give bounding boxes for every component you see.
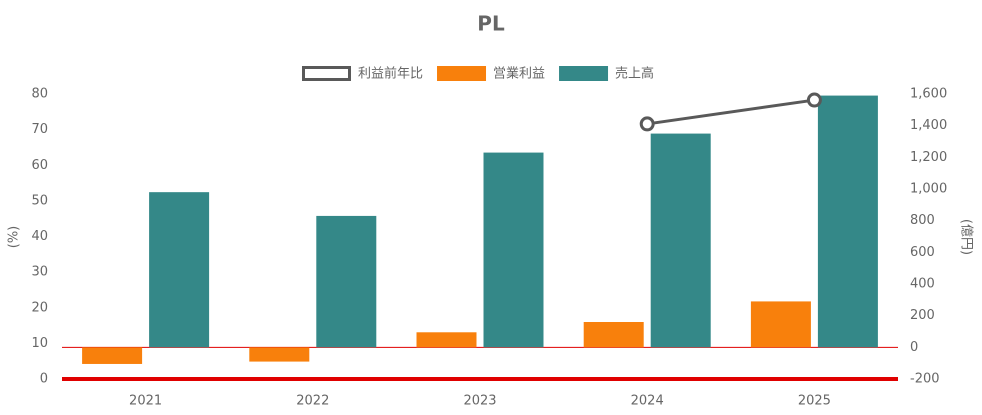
y2-tick-label: 1,200: [910, 150, 947, 165]
y2-tick-label: 0: [910, 340, 918, 355]
bar: [416, 332, 477, 348]
bar: [249, 347, 310, 362]
bar: [149, 192, 210, 348]
line-point: [639, 116, 655, 132]
line-point: [806, 92, 822, 108]
x-tick-label: 2021: [129, 394, 162, 409]
chart-title: PL: [477, 12, 505, 36]
y2-tick-label: -200: [910, 372, 940, 387]
y-tick-label: 60: [31, 158, 48, 173]
legend-label: 利益前年比: [358, 66, 423, 82]
y-tick-label: 10: [31, 336, 48, 351]
y2-tick-label: 400: [910, 277, 935, 292]
y2-tick-label: 200: [910, 308, 935, 323]
bar: [316, 215, 377, 348]
y-axis-label: (%): [7, 226, 22, 249]
x-tick-label: 2023: [463, 394, 496, 409]
y2-tick-label: 800: [910, 213, 935, 228]
line: [646, 98, 815, 126]
y2-tick-label: 1,000: [910, 182, 947, 197]
bar: [583, 322, 644, 348]
y-tick-label: 0: [40, 372, 48, 387]
y2-tick-label: 600: [910, 245, 935, 260]
legend-label: 営業利益: [493, 66, 545, 82]
legend-label: 売上高: [615, 66, 654, 82]
y-tick-label: 50: [31, 193, 48, 208]
bar: [483, 152, 544, 348]
y-tick-label: 40: [31, 229, 48, 244]
y-tick-label: 20: [31, 300, 48, 315]
y-tick-label: 80: [31, 87, 48, 102]
bar: [650, 133, 711, 348]
x-tick-label: 2022: [296, 394, 329, 409]
y2-tick-label: 1,600: [910, 87, 947, 102]
legend-swatch: [302, 66, 351, 81]
bar: [82, 347, 143, 364]
y-tick-label: 30: [31, 265, 48, 280]
y2-tick-label: 1,400: [910, 118, 947, 133]
x-tick-label: 2024: [631, 394, 664, 409]
legend-swatch: [559, 66, 609, 81]
bar: [817, 95, 878, 348]
legend-swatch: [437, 66, 487, 81]
x-tick-label: 2025: [798, 394, 831, 409]
y2-axis-label: (億円): [959, 219, 975, 255]
y-tick-label: 70: [31, 122, 48, 137]
bar: [750, 301, 811, 348]
